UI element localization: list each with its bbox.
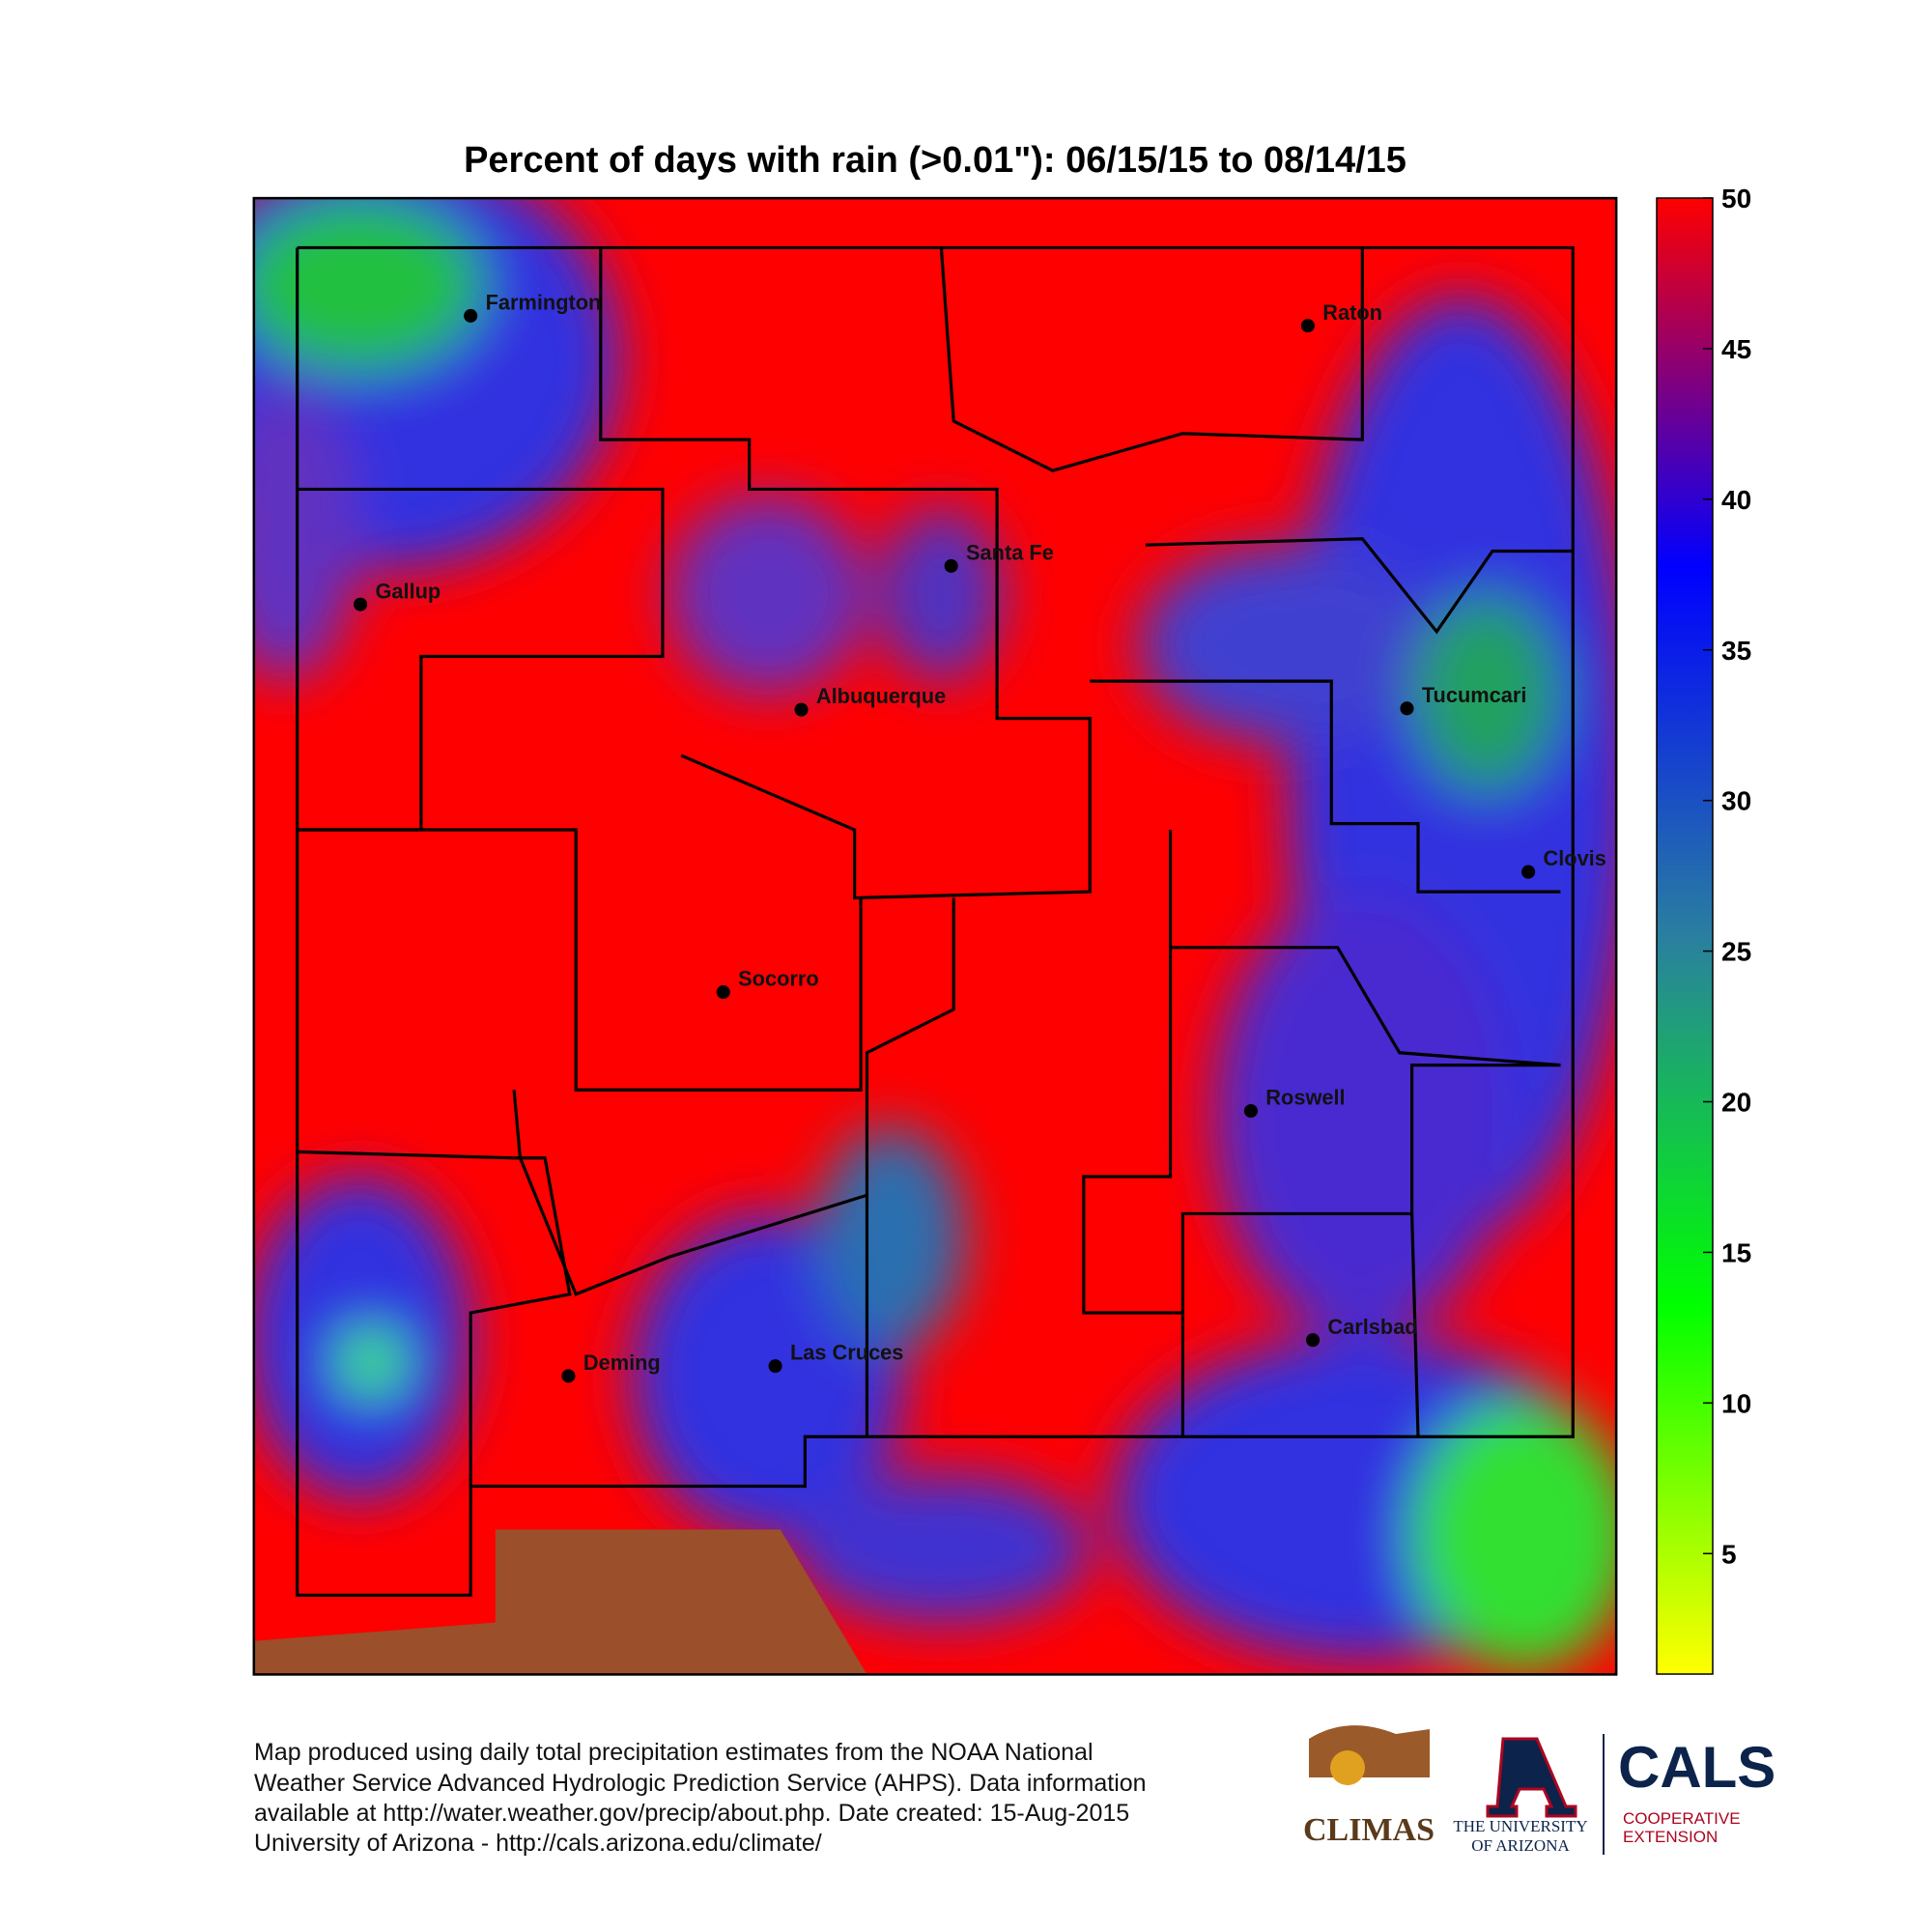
cals-logo: CALS: [1618, 1735, 1776, 1800]
city-label: Santa Fe: [966, 541, 1054, 565]
colorbar-tick-label: 45: [1721, 334, 1751, 364]
city-markers: Farmington Raton Santa Fe Gallup Albuquerque…: [354, 291, 1606, 1383]
footer: Map produced using daily total precipita…: [254, 1739, 1147, 1857]
colorbar-tick-label: 30: [1721, 786, 1751, 816]
city-marker: [1300, 319, 1315, 333]
city-marker: [464, 308, 478, 323]
city-label: Gallup: [375, 579, 440, 603]
logos: CLIMAS THE UNIVERSITY OF ARIZONA CALS CO…: [1303, 1725, 1776, 1855]
cals-logo-text: EXTENSION: [1623, 1828, 1718, 1846]
city-marker: [944, 558, 958, 573]
footer-line: Map produced using daily total precipita…: [254, 1739, 1094, 1766]
colorbar: 5 10 15 20 25 30 35 40 45 50: [1656, 184, 1751, 1675]
city-marker: [1400, 701, 1414, 716]
colorbar-tick-label: 15: [1721, 1237, 1751, 1267]
city-label: Carlsbad: [1327, 1315, 1417, 1339]
climas-logo: CLIMAS: [1303, 1812, 1435, 1848]
footer-line: Weather Service Advanced Hydrologic Pred…: [254, 1770, 1147, 1797]
city-label: Raton: [1322, 300, 1382, 325]
colorbar-tick-label: 25: [1721, 937, 1751, 967]
climas-sun: [1330, 1750, 1365, 1785]
city-marker: [354, 597, 368, 611]
city-label: Tucumcari: [1422, 683, 1527, 707]
county-lines: [296, 245, 1575, 1597]
city-label: Socorro: [738, 967, 819, 991]
city-marker: [1243, 1103, 1258, 1119]
city-label: Farmington: [486, 291, 602, 315]
climas-icon: [1309, 1725, 1430, 1777]
city-label: Las Cruces: [790, 1341, 903, 1365]
colorbar-tick-label: 35: [1721, 636, 1751, 666]
city-marker: [794, 702, 809, 717]
colorbar-tick-label: 20: [1721, 1088, 1751, 1118]
ua-logo-text: THE UNIVERSITY: [1453, 1817, 1587, 1835]
ua-logo-text: OF ARIZONA: [1471, 1836, 1570, 1855]
colorbar-tick-label: 40: [1721, 485, 1751, 515]
footer-line: University of Arizona - http://cals.ariz…: [254, 1830, 822, 1857]
colorbar-ramp: [1656, 197, 1714, 1675]
city-marker: [716, 984, 730, 1000]
city-label: Roswell: [1265, 1086, 1345, 1110]
colorbar-tick-label: 5: [1721, 1539, 1737, 1569]
ua-logo-a: [1486, 1737, 1577, 1818]
map: Farmington Raton Santa Fe Gallup Albuquerque…: [252, 196, 1618, 1676]
city-label: Clovis: [1543, 846, 1605, 870]
cals-logo-text: COOPERATIVE: [1623, 1809, 1741, 1828]
city-marker: [1521, 865, 1536, 879]
city-marker: [1305, 1333, 1321, 1348]
precip-field: [253, 198, 1617, 1675]
city-marker: [561, 1369, 576, 1383]
colorbar-tick-label: 10: [1721, 1388, 1751, 1418]
footer-line: available at http://water.weather.gov/pr…: [254, 1800, 1129, 1827]
city-marker: [768, 1359, 782, 1374]
map-title: Percent of days with rain (>0.01"): 06/1…: [464, 140, 1406, 181]
city-label: Deming: [583, 1350, 661, 1375]
city-label: Albuquerque: [816, 684, 946, 708]
colorbar-tick-label: 50: [1721, 184, 1751, 213]
